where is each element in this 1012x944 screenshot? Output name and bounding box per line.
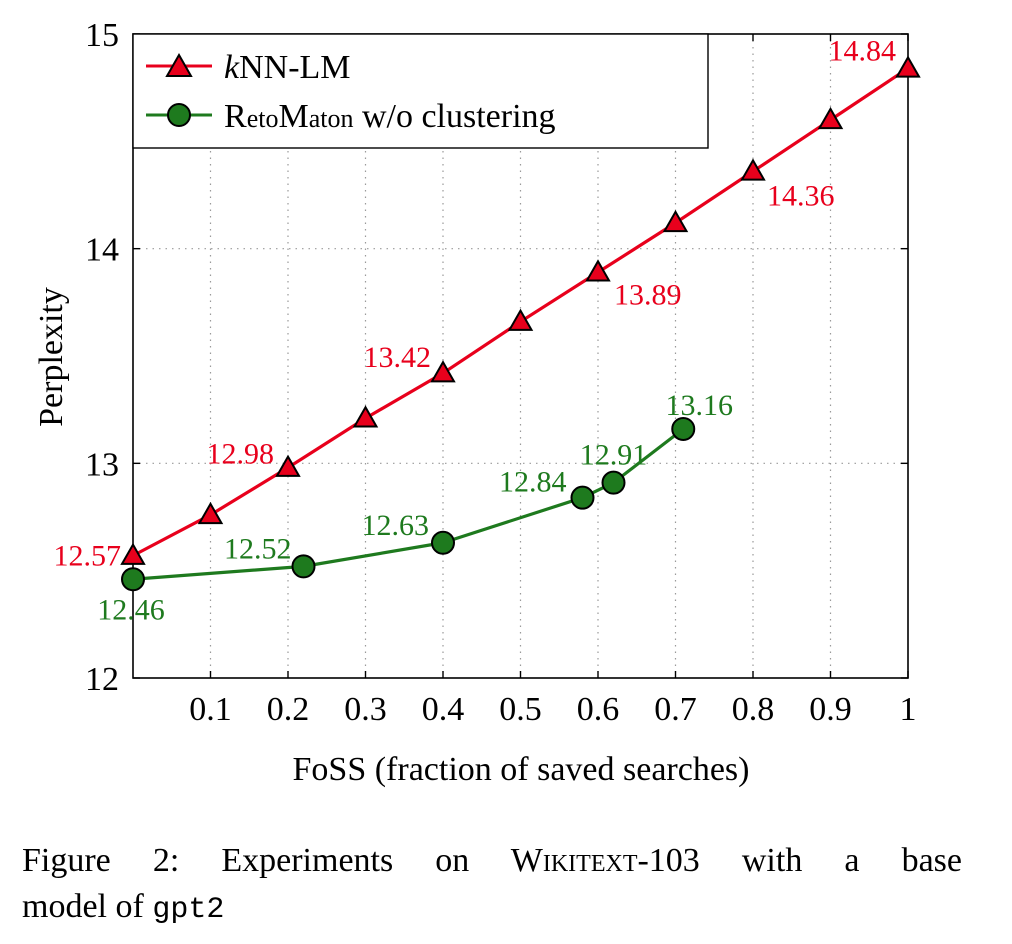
y-tick-label: 14 xyxy=(85,232,119,269)
data-point-triangle xyxy=(740,158,766,181)
data-point-triangle xyxy=(585,259,611,282)
legend-retomaton-label: RetoMaton w/o clustering xyxy=(224,98,556,135)
x-tick-label: 0.2 xyxy=(267,691,310,728)
caption-line-2: model of gpt2 xyxy=(22,888,225,927)
legend-entry-knn-lm: kNN-LM xyxy=(146,49,351,86)
series-knn-lm xyxy=(120,55,921,565)
data-label: 12.98 xyxy=(207,438,275,471)
data-point-triangle xyxy=(430,360,456,383)
x-tick-label: 0.3 xyxy=(344,691,387,728)
data-label: 12.46 xyxy=(97,593,165,626)
legend-retomaton-marker xyxy=(167,103,191,127)
legend: kNN-LM RetoMaton w/o clustering xyxy=(132,33,709,149)
data-point-triangle xyxy=(895,55,921,78)
legend-knn-label: kNN-LM xyxy=(224,49,351,86)
y-axis-title: Perplexity xyxy=(33,287,70,427)
axis-ticks: 0.1 0.2 0.3 0.4 0.5 0.6 0.7 0.8 0.9 1 12 13 14 15 xyxy=(85,17,917,728)
data-label: 12.84 xyxy=(499,466,567,499)
x-tick-label: 1 xyxy=(900,691,917,728)
x-tick-label: 0.5 xyxy=(499,691,542,728)
data-label: 13.89 xyxy=(614,278,682,311)
x-axis-title: FoSS (fraction of saved searches) xyxy=(293,751,750,788)
x-tick-label: 0.8 xyxy=(732,691,775,728)
data-point-circle xyxy=(291,554,316,579)
data-point-circle xyxy=(121,567,145,592)
data-point-triangle xyxy=(507,308,534,331)
x-tick-label: 0.9 xyxy=(809,691,852,728)
data-point-triangle xyxy=(197,501,224,525)
data-label: 12.52 xyxy=(224,532,292,565)
data-label: 14.84 xyxy=(829,34,897,67)
legend-knn-marker xyxy=(165,52,193,77)
data-label: 14.36 xyxy=(767,179,835,212)
series-line xyxy=(132,427,685,581)
data-point-circle xyxy=(570,485,595,510)
y-tick-label: 15 xyxy=(85,17,119,54)
legend-entry-retomaton: RetoMaton w/o clustering xyxy=(146,98,556,135)
data-point-triangle xyxy=(275,454,301,477)
series-layer xyxy=(120,55,921,592)
x-tick-label: 0.7 xyxy=(654,691,697,728)
data-point-circle xyxy=(601,470,626,495)
y-tick-label: 12 xyxy=(85,661,119,698)
model-name: gpt2 xyxy=(152,893,225,927)
data-point-circle xyxy=(671,416,696,441)
caption-line-1: Figure 2: Experiments on Wikitext-103 wi… xyxy=(22,842,962,879)
legend-box xyxy=(132,33,709,149)
x-tick-label: 0.1 xyxy=(189,691,232,728)
y-tick-label: 13 xyxy=(85,446,119,483)
data-point-triangle xyxy=(120,542,146,565)
data-label: 12.91 xyxy=(580,439,648,472)
data-label: 13.42 xyxy=(364,341,432,374)
figure-caption: Figure 2: Experiments on Wikitext-103 wi… xyxy=(22,838,982,933)
data-point-circle xyxy=(431,530,455,555)
data-labels: 12.57 12.98 13.42 13.89 14.36 14.84 12.46 12.52… xyxy=(54,34,897,626)
series-retomaton xyxy=(121,416,696,592)
data-point-triangle xyxy=(352,405,379,428)
data-label: 13.16 xyxy=(666,389,734,422)
data-label: 12.57 xyxy=(54,540,122,573)
x-tick-label: 0.6 xyxy=(577,691,620,728)
data-point-triangle xyxy=(817,106,844,130)
data-label: 12.63 xyxy=(362,509,430,542)
x-tick-label: 0.4 xyxy=(422,691,465,728)
data-point-triangle xyxy=(662,209,689,233)
line-chart: 0.1 0.2 0.3 0.4 0.5 0.6 0.7 0.8 0.9 1 12 13 14 15 12.… xyxy=(33,17,921,788)
